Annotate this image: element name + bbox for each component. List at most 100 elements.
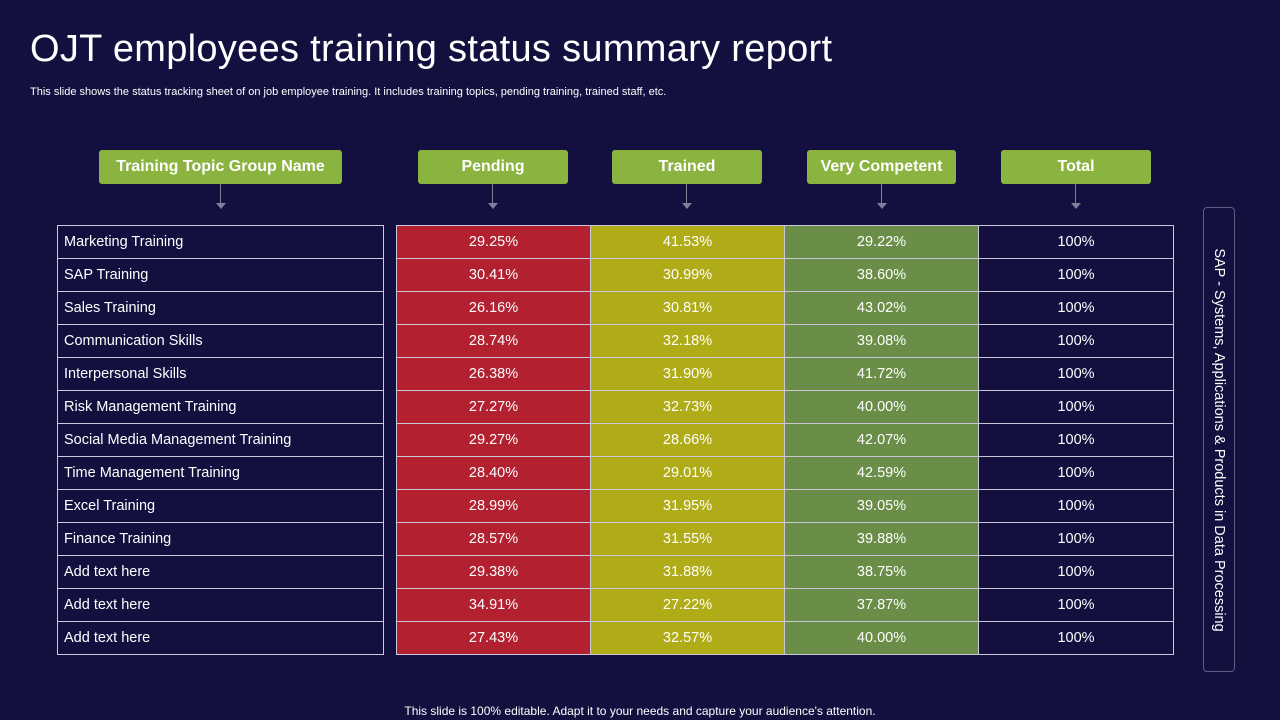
table-row: 26.16% 30.81% 43.02% 100% <box>396 291 1174 325</box>
table-row: 28.99% 31.95% 39.05% 100% <box>396 489 1174 523</box>
trained-cell: 32.18% <box>590 324 785 358</box>
pending-cell: 29.25% <box>396 225 591 259</box>
very-competent-cell: 43.02% <box>784 291 979 325</box>
table-row: 30.41% 30.99% 38.60% 100% <box>396 258 1174 292</box>
trained-cell: 31.88% <box>590 555 785 589</box>
total-cell: 100% <box>978 555 1174 589</box>
table-row: 28.57% 31.55% 39.88% 100% <box>396 522 1174 556</box>
table-row: 27.27% 32.73% 40.00% 100% <box>396 390 1174 424</box>
page-subtitle: This slide shows the status tracking she… <box>30 86 667 98</box>
total-cell: 100% <box>978 456 1174 490</box>
very-competent-cell: 39.88% <box>784 522 979 556</box>
topic-name-cell: Marketing Training <box>57 225 384 259</box>
table-row: 29.25% 41.53% 29.22% 100% <box>396 225 1174 259</box>
table-row: 26.38% 31.90% 41.72% 100% <box>396 357 1174 391</box>
trained-cell: 41.53% <box>590 225 785 259</box>
topic-name-table: Marketing Training SAP Training Sales Trai… <box>57 225 384 655</box>
topic-name-cell: Excel Training <box>57 489 384 523</box>
very-competent-cell: 29.22% <box>784 225 979 259</box>
topic-name-cell: Add text here <box>57 555 384 589</box>
header-pending: Pending <box>418 150 568 184</box>
total-cell: 100% <box>978 324 1174 358</box>
very-competent-cell: 40.00% <box>784 621 979 655</box>
arrow-down-icon <box>216 184 226 211</box>
pending-cell: 28.74% <box>396 324 591 358</box>
total-cell: 100% <box>978 588 1174 622</box>
topic-name-cell: Communication Skills <box>57 324 384 358</box>
topic-name-cell: Finance Training <box>57 522 384 556</box>
very-competent-cell: 37.87% <box>784 588 979 622</box>
total-cell: 100% <box>978 522 1174 556</box>
pending-cell: 28.40% <box>396 456 591 490</box>
pending-cell: 26.38% <box>396 357 591 391</box>
table-row: Add text here <box>57 588 384 622</box>
topic-name-cell: Add text here <box>57 621 384 655</box>
table-row: Time Management Training <box>57 456 384 490</box>
table-row: 29.38% 31.88% 38.75% 100% <box>396 555 1174 589</box>
total-cell: 100% <box>978 225 1174 259</box>
table-row: Communication Skills <box>57 324 384 358</box>
very-competent-cell: 41.72% <box>784 357 979 391</box>
table-row: Risk Management Training <box>57 390 384 424</box>
table-row: 28.40% 29.01% 42.59% 100% <box>396 456 1174 490</box>
table-row: Excel Training <box>57 489 384 523</box>
sap-definition-box: SAP - Systems, Applications & Products i… <box>1203 207 1235 672</box>
trained-cell: 31.55% <box>590 522 785 556</box>
arrow-down-icon <box>877 184 887 211</box>
table-row: 34.91% 27.22% 37.87% 100% <box>396 588 1174 622</box>
very-competent-cell: 38.60% <box>784 258 979 292</box>
footer-note: This slide is 100% editable. Adapt it to… <box>404 704 876 718</box>
pending-cell: 27.27% <box>396 390 591 424</box>
very-competent-cell: 42.07% <box>784 423 979 457</box>
trained-cell: 28.66% <box>590 423 785 457</box>
page-title: OJT employees training status summary re… <box>30 28 833 70</box>
total-cell: 100% <box>978 423 1174 457</box>
trained-cell: 30.99% <box>590 258 785 292</box>
table-row: Sales Training <box>57 291 384 325</box>
table-row: Add text here <box>57 555 384 589</box>
pending-cell: 28.57% <box>396 522 591 556</box>
total-cell: 100% <box>978 621 1174 655</box>
total-cell: 100% <box>978 489 1174 523</box>
trained-cell: 31.95% <box>590 489 785 523</box>
header-trained: Trained <box>612 150 762 184</box>
table-row: Marketing Training <box>57 225 384 259</box>
arrow-down-icon <box>1071 184 1081 211</box>
pending-cell: 26.16% <box>396 291 591 325</box>
pending-cell: 29.27% <box>396 423 591 457</box>
topic-name-cell: Add text here <box>57 588 384 622</box>
header-very-competent: Very Competent <box>807 150 956 184</box>
table-row: 27.43% 32.57% 40.00% 100% <box>396 621 1174 655</box>
table-row: 29.27% 28.66% 42.07% 100% <box>396 423 1174 457</box>
very-competent-cell: 39.05% <box>784 489 979 523</box>
arrow-down-icon <box>488 184 498 211</box>
trained-cell: 31.90% <box>590 357 785 391</box>
sap-definition-text: SAP - Systems, Applications & Products i… <box>1211 247 1227 632</box>
trained-cell: 27.22% <box>590 588 785 622</box>
trained-cell: 30.81% <box>590 291 785 325</box>
total-cell: 100% <box>978 357 1174 391</box>
total-cell: 100% <box>978 258 1174 292</box>
table-row: Interpersonal Skills <box>57 357 384 391</box>
very-competent-cell: 39.08% <box>784 324 979 358</box>
topic-name-cell: Risk Management Training <box>57 390 384 424</box>
arrow-down-icon <box>682 184 692 211</box>
topic-name-cell: Social Media Management Training <box>57 423 384 457</box>
topic-name-cell: Sales Training <box>57 291 384 325</box>
pending-cell: 29.38% <box>396 555 591 589</box>
status-values-table: 29.25% 41.53% 29.22% 100% 30.41% 30.99% 38.60%… <box>396 225 1174 655</box>
topic-name-cell: SAP Training <box>57 258 384 292</box>
pending-cell: 30.41% <box>396 258 591 292</box>
pending-cell: 34.91% <box>396 588 591 622</box>
pending-cell: 27.43% <box>396 621 591 655</box>
table-row: Social Media Management Training <box>57 423 384 457</box>
very-competent-cell: 40.00% <box>784 390 979 424</box>
trained-cell: 32.57% <box>590 621 785 655</box>
total-cell: 100% <box>978 390 1174 424</box>
topic-name-cell: Time Management Training <box>57 456 384 490</box>
table-row: Add text here <box>57 621 384 655</box>
very-competent-cell: 42.59% <box>784 456 979 490</box>
table-row: Finance Training <box>57 522 384 556</box>
very-competent-cell: 38.75% <box>784 555 979 589</box>
trained-cell: 29.01% <box>590 456 785 490</box>
